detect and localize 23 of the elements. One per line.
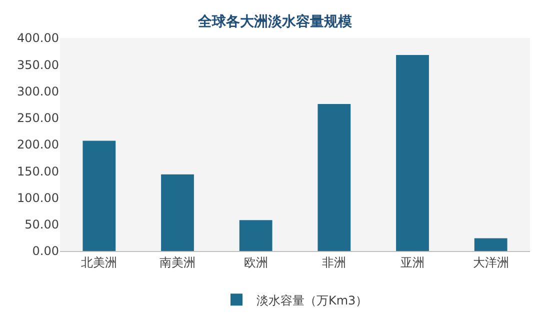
y-tick-label: 50.00 — [24, 218, 59, 232]
bar — [396, 55, 429, 251]
bar — [82, 140, 116, 251]
y-tick-label: 150.00 — [17, 164, 59, 178]
bar — [318, 104, 351, 251]
x-tick-label: 大洋洲 — [472, 255, 509, 270]
y-tick-label: 100.00 — [17, 190, 59, 205]
y-tick-label: 350.00 — [17, 58, 59, 72]
x-tick-label: 亚洲 — [400, 255, 424, 270]
y-tick-label: 200.00 — [17, 138, 59, 152]
y-tick-label: 400.00 — [17, 31, 59, 46]
bar — [474, 238, 508, 251]
x-tick-label: 南美洲 — [160, 255, 196, 270]
y-tick-label: 0.00 — [32, 244, 59, 258]
y-tick-label: 250.00 — [17, 111, 59, 126]
x-tick-label: 北美洲 — [81, 255, 118, 270]
chart-title: 全球各大洲淡水容量规模 — [197, 13, 353, 30]
bar — [239, 220, 272, 251]
y-tick-label: 300.00 — [17, 84, 59, 98]
x-tick-label: 欧洲 — [244, 255, 268, 270]
x-tick-label: 非洲 — [322, 255, 346, 270]
legend-label: 淡水容量（万Km3） — [256, 293, 368, 308]
bar — [161, 174, 194, 251]
